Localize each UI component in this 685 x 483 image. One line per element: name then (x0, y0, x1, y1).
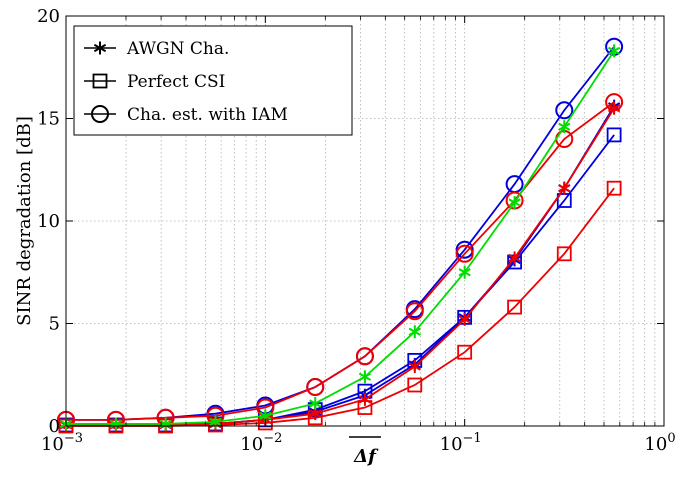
data-point (355, 347, 374, 366)
legend-label: AWGN Cha. (126, 39, 229, 59)
data-point (259, 411, 272, 420)
x-tick-label: 10−2 (240, 431, 282, 455)
data-point (455, 244, 474, 263)
data-point (607, 46, 621, 55)
data-point (306, 378, 325, 397)
ticks: 10−3 10−2 10−1 100 0 5 10 15 20 (37, 6, 676, 455)
data-point (607, 104, 621, 113)
legend-box (73, 25, 353, 136)
y-tick-label: 20 (37, 6, 60, 27)
x-axis-label-group: Δf (349, 436, 381, 467)
y-axis-label: SINR degradation [dB] (14, 116, 35, 326)
data-point (508, 198, 521, 207)
y-tick-label: 10 (37, 211, 60, 232)
data-point (407, 377, 423, 393)
data-point (209, 417, 222, 427)
legend-entry: AWGN Cha. (84, 39, 229, 59)
data-point (507, 299, 522, 315)
series-layer (57, 37, 624, 434)
data-point (458, 315, 471, 324)
data-point (508, 253, 521, 263)
data-point (458, 268, 471, 277)
data-point (309, 399, 322, 408)
series-line (66, 50, 615, 425)
legend-label: Cha. est. with IAM (127, 105, 288, 125)
data-point (556, 246, 572, 262)
legend-entry: Cha. est. with IAM (84, 105, 288, 125)
y-tick-label: 15 (37, 109, 60, 130)
y-tick-label: 0 (49, 416, 60, 437)
series-line (66, 107, 615, 426)
legend-entry: Perfect CSI (84, 72, 225, 92)
data-point (358, 372, 372, 381)
legend-label: Perfect CSI (127, 72, 225, 92)
data-point (558, 184, 571, 193)
data-point (408, 327, 421, 336)
data-point (405, 302, 424, 321)
data-point (358, 395, 372, 404)
legend-marker (92, 73, 108, 89)
x-axis-label: Δf (353, 446, 379, 467)
data-point (555, 101, 574, 120)
series-0 (59, 44, 621, 431)
legend: AWGN Cha. Perfect CSI Cha. est. with IAM (73, 25, 353, 136)
y-tick-label: 5 (49, 314, 60, 335)
data-point (606, 180, 622, 196)
data-point (457, 344, 473, 360)
data-point (558, 122, 571, 131)
legend-marker (91, 105, 109, 123)
data-point (606, 127, 622, 143)
data-point (408, 362, 421, 371)
x-tick-label: 10−1 (440, 431, 482, 455)
x-tick-label: 100 (644, 431, 675, 455)
x-tick-label: 10−3 (41, 431, 83, 455)
legend-marker (93, 43, 107, 53)
data-point (309, 409, 322, 418)
